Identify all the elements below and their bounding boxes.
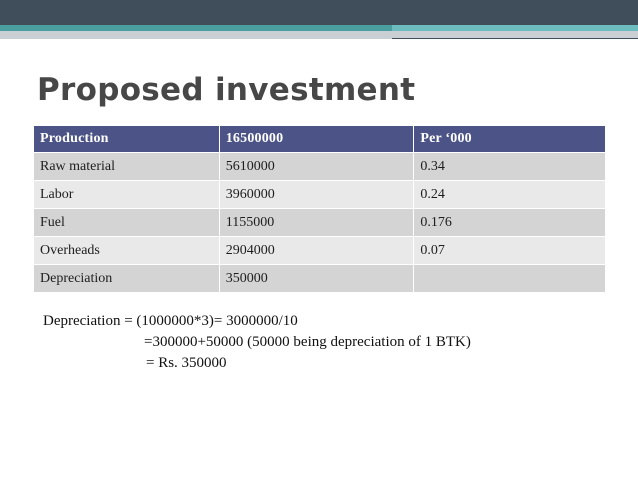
table-cell: 1155000 bbox=[218, 208, 415, 237]
table-cell: 5610000 bbox=[218, 152, 415, 181]
table-cell: 0.24 bbox=[413, 180, 606, 209]
top-thin-rule bbox=[392, 38, 638, 39]
table-row: Labor 3960000 0.24 bbox=[33, 180, 606, 209]
top-teal-accent bbox=[392, 25, 638, 31]
table-cell: Overheads bbox=[33, 236, 220, 265]
table-cell: 0.176 bbox=[413, 208, 606, 237]
header-cell: Production bbox=[33, 125, 220, 153]
top-gray-band bbox=[0, 31, 638, 39]
table-row: Overheads 2904000 0.07 bbox=[33, 236, 606, 265]
table-row: Fuel 1155000 0.176 bbox=[33, 208, 606, 237]
table-cell: 3960000 bbox=[218, 180, 415, 209]
table-cell: Fuel bbox=[33, 208, 220, 237]
table-cell: 0.34 bbox=[413, 152, 606, 181]
header-cell: 16500000 bbox=[218, 125, 415, 153]
table-cell: 350000 bbox=[218, 264, 415, 293]
slide-title: Proposed investment bbox=[37, 72, 416, 108]
table-cell: 2904000 bbox=[218, 236, 415, 265]
note-line: Depreciation = (1000000*3)= 3000000/10 bbox=[43, 313, 298, 329]
investment-table: Production 16500000 Per ‘000 Raw materia… bbox=[33, 125, 606, 293]
note-line: =300000+50000 (50000 being depreciation … bbox=[144, 334, 471, 350]
top-dark-band bbox=[0, 0, 638, 25]
top-teal-band bbox=[0, 25, 638, 31]
table-header-row: Production 16500000 Per ‘000 bbox=[33, 125, 606, 153]
table-cell: Labor bbox=[33, 180, 220, 209]
table-cell: Depreciation bbox=[33, 264, 220, 293]
depreciation-notes: Depreciation = (1000000*3)= 3000000/10 =… bbox=[43, 311, 471, 374]
table-cell: Raw material bbox=[33, 152, 220, 181]
table-row: Raw material 5610000 0.34 bbox=[33, 152, 606, 181]
table-cell: 0.07 bbox=[413, 236, 606, 265]
note-line: = Rs. 350000 bbox=[146, 355, 227, 371]
table-row: Depreciation 350000 bbox=[33, 264, 606, 293]
table-cell bbox=[413, 264, 606, 293]
header-cell: Per ‘000 bbox=[413, 125, 606, 153]
